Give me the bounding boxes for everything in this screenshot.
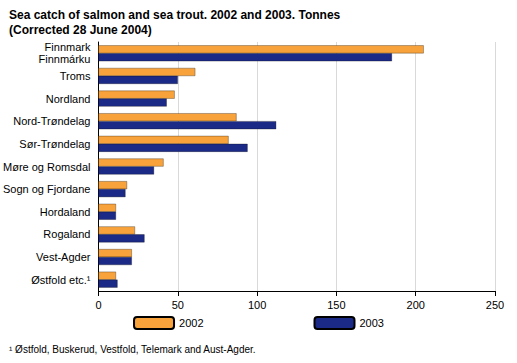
svg-text:Møre og Romsdal: Møre og Romsdal	[3, 161, 90, 173]
svg-text:Finnmárku: Finnmárku	[38, 53, 90, 65]
svg-text:Østfold etc.¹: Østfold etc.¹	[31, 274, 91, 286]
svg-text:Hordaland: Hordaland	[40, 206, 91, 218]
svg-text:(Corrected 28 June 2004): (Corrected 28 June 2004)	[9, 23, 152, 37]
svg-text:0: 0	[95, 299, 101, 311]
svg-text:250: 250	[486, 299, 504, 311]
svg-text:50: 50	[172, 299, 184, 311]
svg-text:Finnmark: Finnmark	[45, 41, 91, 53]
svg-text:Nordland: Nordland	[46, 93, 91, 105]
svg-text:2003: 2003	[360, 317, 384, 329]
svg-text:Sogn og Fjordane: Sogn og Fjordane	[3, 183, 90, 195]
svg-text:Vest-Agder: Vest-Agder	[36, 251, 91, 263]
svg-text:100: 100	[248, 299, 266, 311]
svg-text:Sør-Trøndelag: Sør-Trøndelag	[19, 138, 90, 150]
svg-text:Nord-Trøndelag: Nord-Trøndelag	[13, 115, 90, 127]
svg-text:2002: 2002	[179, 317, 203, 329]
svg-text:150: 150	[327, 299, 345, 311]
svg-text:Troms: Troms	[60, 70, 91, 82]
svg-text:¹ Østfold, Buskerud, Vestfold,: ¹ Østfold, Buskerud, Vestfold, Telemark …	[9, 344, 256, 355]
svg-text:Rogaland: Rogaland	[43, 228, 90, 240]
svg-text:Sea catch of salmon and sea tr: Sea catch of salmon and sea trout. 2002 …	[9, 8, 341, 22]
svg-text:200: 200	[407, 299, 425, 311]
